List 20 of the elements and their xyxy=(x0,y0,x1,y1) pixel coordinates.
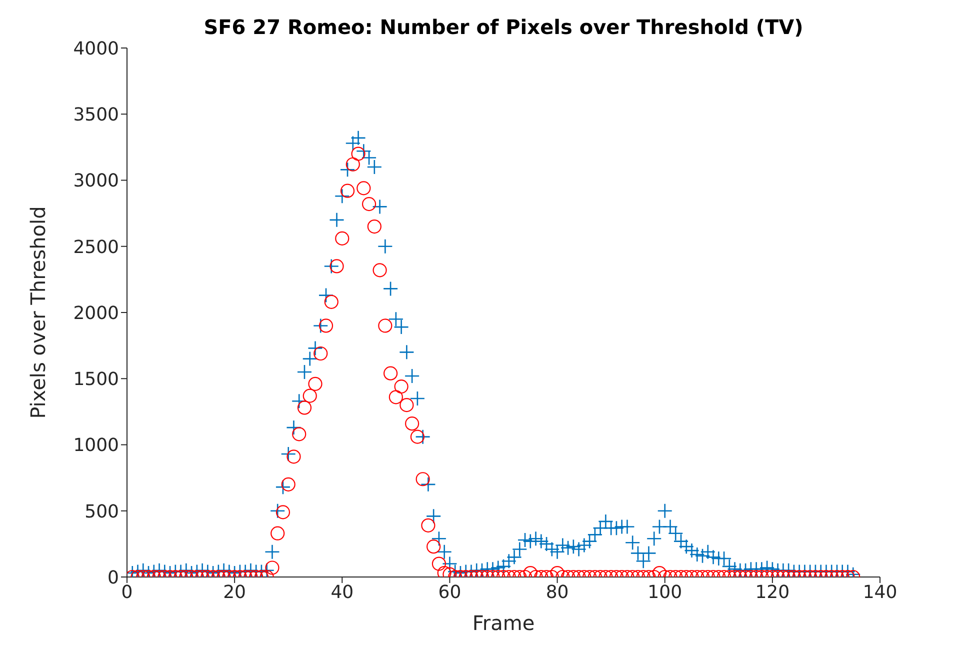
y-tick-label: 3000 xyxy=(73,170,119,192)
x-tick-label: 80 xyxy=(546,582,569,603)
y-tick-label: 500 xyxy=(84,501,119,522)
y-axis-title: Pixels over Threshold xyxy=(26,206,50,419)
x-axis-title: Frame xyxy=(472,611,535,635)
x-tick-label: 40 xyxy=(330,582,354,603)
y-tick-label: 4000 xyxy=(73,38,119,60)
y-tick-label: 1000 xyxy=(73,435,119,456)
y-tick-label: 2500 xyxy=(73,236,119,258)
x-tick-label: 60 xyxy=(438,582,462,603)
x-tick-label: 140 xyxy=(862,582,898,603)
x-tick-label: 100 xyxy=(648,582,682,603)
y-tick-label: 0 xyxy=(108,567,119,588)
x-tick-label: 20 xyxy=(223,582,246,603)
chart-title: SF6 27 Romeo: Number of Pixels over Threshold (TV) xyxy=(204,15,804,39)
y-tick-label: 3500 xyxy=(73,104,119,126)
x-tick-label: 0 xyxy=(121,582,133,603)
x-tick-label: 120 xyxy=(755,582,790,603)
y-tick-label: 1500 xyxy=(73,369,119,390)
y-tick-label: 2000 xyxy=(73,302,119,324)
